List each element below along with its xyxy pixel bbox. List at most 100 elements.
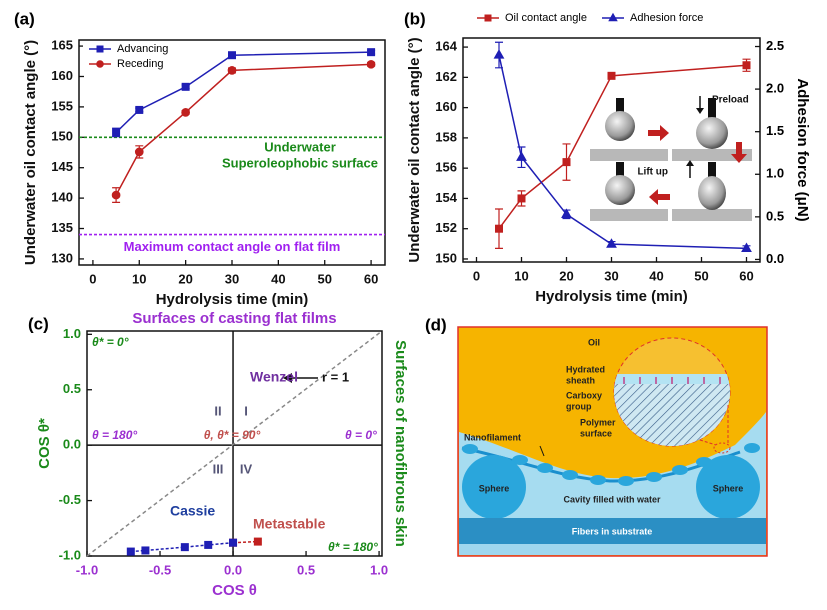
substrate bbox=[459, 544, 766, 555]
marker bbox=[493, 49, 505, 59]
droplet bbox=[696, 117, 728, 149]
zoom-link bbox=[699, 439, 717, 446]
label: Oil bbox=[588, 337, 600, 347]
marker bbox=[204, 540, 213, 549]
x-tick-label: -0.5 bbox=[149, 562, 171, 577]
substrate bbox=[459, 518, 766, 544]
y2-tick-label: 2.5 bbox=[766, 38, 784, 53]
chart-title: Surfaces of casting flat films bbox=[132, 310, 336, 327]
marker bbox=[126, 547, 135, 556]
x-axis-title: Hydrolysis time (min) bbox=[156, 291, 309, 308]
inset bbox=[590, 96, 752, 221]
annotation: I bbox=[244, 403, 248, 418]
marker bbox=[484, 14, 492, 22]
marker bbox=[229, 538, 238, 547]
y2-tick-label: 1.5 bbox=[766, 123, 784, 138]
y-tick-label: 0.5 bbox=[63, 381, 81, 396]
y-axis-title: Underwater oil contact angle (°) bbox=[22, 40, 39, 265]
zoom-origin bbox=[713, 442, 731, 454]
x-tick-label: 50 bbox=[317, 271, 331, 286]
reference-label: Underwater bbox=[264, 140, 336, 155]
x-tick-label: 10 bbox=[514, 268, 528, 283]
series-label: Metastable bbox=[253, 516, 326, 532]
droplet bbox=[605, 111, 635, 141]
y2-tick-label: 0.5 bbox=[766, 208, 784, 223]
y2-tick-label: 1.0 bbox=[766, 166, 784, 181]
arrow bbox=[648, 125, 669, 141]
panel-label: (d) bbox=[425, 315, 447, 334]
label: Polymer bbox=[580, 417, 616, 427]
series-label: Cassie bbox=[170, 503, 215, 519]
y-tick-label: 155 bbox=[51, 98, 73, 113]
y2-tick-label: 2.0 bbox=[766, 81, 784, 96]
label: Carboxy bbox=[566, 390, 602, 400]
reference-label: Superoleophobic surface bbox=[222, 156, 378, 171]
plot-frame bbox=[86, 330, 383, 557]
y-tick-label: -1.0 bbox=[59, 547, 81, 562]
panel-label: (a) bbox=[14, 9, 35, 28]
x-tick-label: 0.0 bbox=[224, 562, 242, 577]
diagram: Oil Hydrated sheath Carboxy group Polyme… bbox=[425, 315, 768, 557]
arrow bbox=[731, 142, 747, 163]
y-tick-label: 145 bbox=[51, 159, 73, 174]
annotation: θ, θ* = 90° bbox=[204, 428, 261, 442]
beads bbox=[462, 443, 760, 486]
x-tick-label: 60 bbox=[364, 271, 378, 286]
x-tick-label: -1.0 bbox=[76, 562, 98, 577]
annotation: Lift up bbox=[637, 167, 668, 178]
x-axis-title: Hydrolysis time (min) bbox=[535, 288, 688, 305]
series-line bbox=[233, 540, 258, 544]
marker bbox=[562, 158, 571, 167]
marker bbox=[181, 82, 190, 91]
pointer bbox=[539, 445, 545, 457]
arrow bbox=[283, 373, 292, 383]
arrow bbox=[696, 108, 704, 114]
panel-label: (c) bbox=[28, 314, 49, 333]
y-tick-label: 0.0 bbox=[63, 437, 81, 452]
marker bbox=[517, 194, 526, 203]
x-tick-label: 40 bbox=[649, 268, 663, 283]
marker bbox=[141, 546, 150, 555]
needle bbox=[616, 98, 624, 118]
x-tick-label: 20 bbox=[559, 268, 573, 283]
series-line bbox=[130, 541, 234, 553]
arrow bbox=[686, 160, 694, 166]
reference-label: Maximum contact angle on flat film bbox=[124, 239, 341, 254]
x-tick-label: 0.5 bbox=[297, 562, 315, 577]
marker bbox=[561, 208, 572, 218]
annotation: Preload bbox=[712, 95, 749, 106]
diagonal bbox=[86, 330, 383, 557]
marker bbox=[227, 66, 237, 75]
needle bbox=[708, 162, 716, 182]
marker bbox=[741, 242, 752, 253]
marker bbox=[253, 537, 262, 546]
arrow bbox=[649, 189, 670, 205]
y-tick-label: 135 bbox=[51, 220, 73, 235]
marker bbox=[608, 12, 618, 22]
y-tick-label: 150 bbox=[51, 129, 73, 144]
y-tick-label: 156 bbox=[435, 160, 457, 175]
y-axis-title: Underwater oil contact angle (°) bbox=[406, 37, 423, 262]
y-tick-label: 164 bbox=[435, 39, 457, 54]
marker bbox=[495, 224, 503, 233]
y-tick-label: 152 bbox=[435, 220, 457, 235]
annotation: III bbox=[213, 461, 224, 476]
x-tick-label: 1.0 bbox=[370, 562, 388, 577]
y-tick-label: 160 bbox=[51, 68, 73, 83]
label: Nanofilament bbox=[464, 432, 521, 442]
surface bbox=[672, 209, 752, 221]
label: Hydrated bbox=[566, 364, 605, 374]
x-axis-title: COS θ bbox=[212, 582, 257, 599]
annotation: IV bbox=[240, 461, 253, 476]
legend-label: Advancing bbox=[117, 43, 168, 55]
surface bbox=[672, 149, 752, 161]
legend-label: Receding bbox=[117, 58, 163, 70]
annotation: θ* = 180° bbox=[328, 540, 378, 554]
water-region bbox=[459, 412, 766, 518]
legend-label: Adhesion force bbox=[630, 12, 703, 24]
y-tick-label: 154 bbox=[435, 190, 457, 205]
legend-label: Oil contact angle bbox=[505, 12, 587, 24]
needle bbox=[708, 98, 716, 118]
y2-tick-label: 0.0 bbox=[766, 251, 784, 266]
y-tick-label: 160 bbox=[435, 99, 457, 114]
